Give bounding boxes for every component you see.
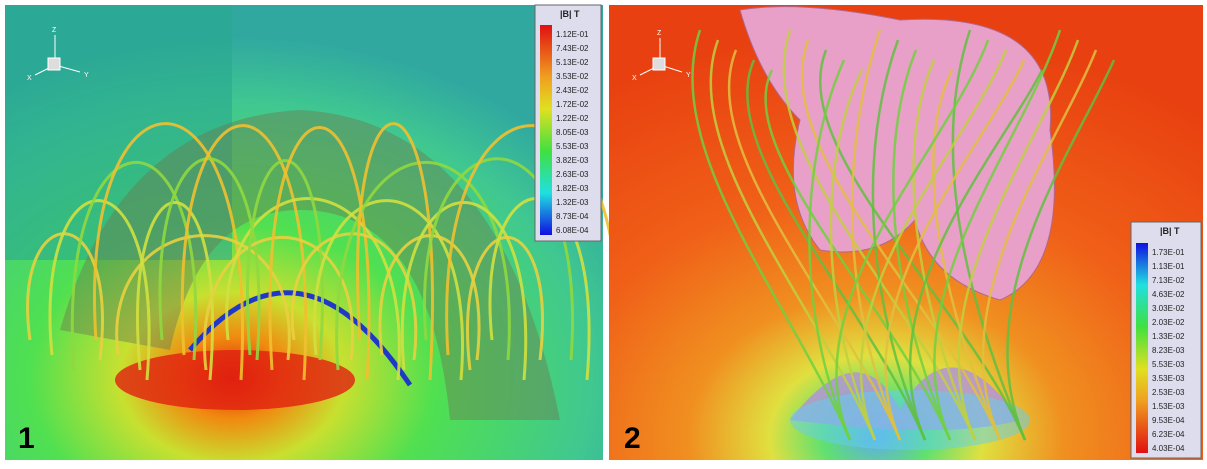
- colorbar-label: 1.53E-03: [1152, 402, 1185, 411]
- axis-label: Z: [52, 27, 57, 34]
- colorbar-label: 6.23E-04: [1152, 430, 1185, 439]
- colorbar-label: 3.03E-02: [1152, 304, 1185, 313]
- colorbar-label: 5.53E-03: [556, 142, 589, 151]
- colorbar-label: 2.53E-03: [1152, 388, 1185, 397]
- colorbar-label: 8.05E-03: [556, 128, 589, 137]
- colorbar-label: 4.63E-02: [1152, 290, 1185, 299]
- colorbar-label: 5.53E-03: [1152, 360, 1185, 369]
- panel-number: 2: [624, 422, 641, 455]
- colorbar-label: 3.82E-03: [556, 156, 589, 165]
- colorbar-label: 1.82E-03: [556, 184, 589, 193]
- axis-label: X: [27, 75, 32, 82]
- colorbar-label: 8.73E-04: [556, 212, 589, 221]
- axis-label: Y: [84, 72, 89, 79]
- colorbar-title: |B| T: [560, 9, 580, 19]
- panel-1: |B| T 1.12E-01 7.43E-02 5.13E-02 3.53E-02 2.…: [5, 5, 619, 460]
- colorbar-label: 3.53E-02: [556, 72, 589, 81]
- colorbar-label: 1.22E-02: [556, 114, 589, 123]
- colorbar-label: 8.23E-03: [1152, 346, 1185, 355]
- colorbar-label: 1.13E-01: [1152, 262, 1185, 271]
- colorbar-label: 4.03E-04: [1152, 444, 1185, 453]
- colorbar-label: 1.73E-01: [1152, 248, 1185, 257]
- axis-label: Z: [657, 30, 662, 37]
- colorbar-label: 6.08E-04: [556, 226, 589, 235]
- axis-label: X: [632, 75, 637, 82]
- colorbar-label: 3.53E-03: [1152, 374, 1185, 383]
- colorbar-title: |B| T: [1160, 226, 1180, 236]
- colorbar-label: 2.03E-02: [1152, 318, 1185, 327]
- panel-number: 1: [18, 422, 35, 455]
- colorbar-label: 1.32E-03: [556, 198, 589, 207]
- colorbar-label: 1.12E-01: [556, 30, 589, 39]
- axis-label: Y: [686, 72, 691, 79]
- colorbar-label: 2.63E-03: [556, 170, 589, 179]
- colorbar-gradient: [1136, 243, 1148, 453]
- colorbar-label: 1.33E-02: [1152, 332, 1185, 341]
- colorbar-label: 2.43E-02: [556, 86, 589, 95]
- figure: |B| T 1.12E-01 7.43E-02 5.13E-02 3.53E-02 2.…: [0, 0, 1207, 464]
- colorbar-label: 1.72E-02: [556, 100, 589, 109]
- panel-2: |B| T 1.73E-01 1.13E-01 7.13E-02 4.63E-02 3.…: [609, 5, 1203, 460]
- colorbar-label: 7.43E-02: [556, 44, 589, 53]
- colorbar-label: 5.13E-02: [556, 58, 589, 67]
- colorbar-gradient: [540, 25, 552, 235]
- colorbar-label: 9.53E-04: [1152, 416, 1185, 425]
- colorbar-label: 7.13E-02: [1152, 276, 1185, 285]
